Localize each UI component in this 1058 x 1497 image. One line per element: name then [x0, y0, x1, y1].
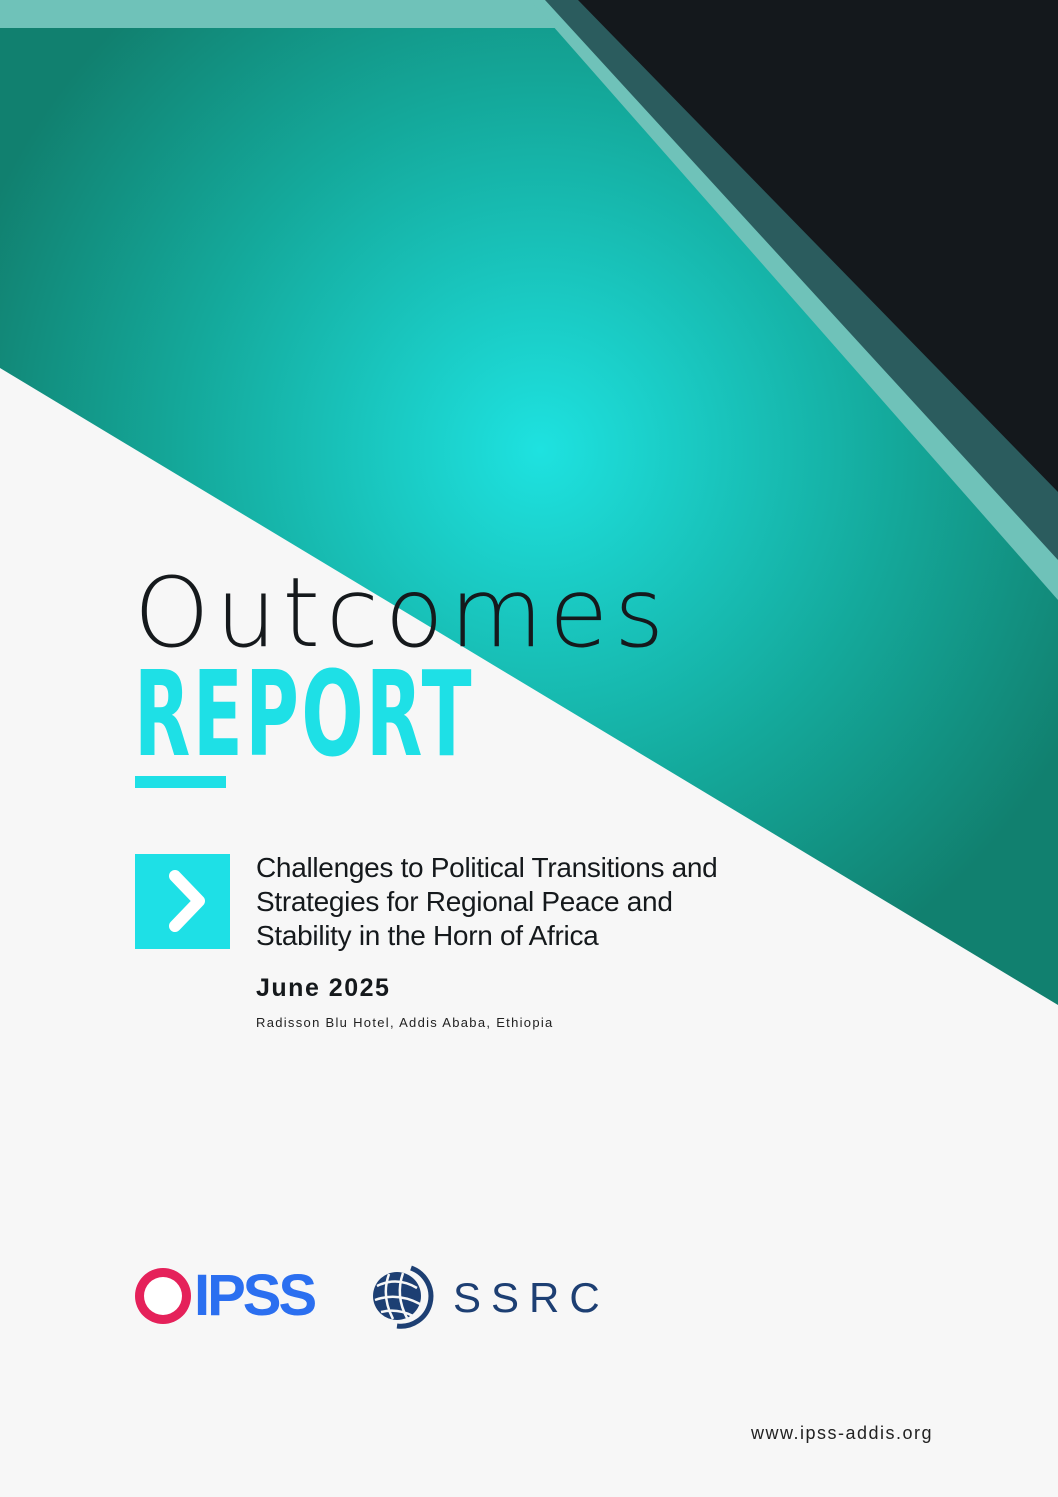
- heading-report: REPORT: [134, 645, 474, 783]
- website-url[interactable]: www.ipss-addis.org: [751, 1423, 934, 1443]
- report-date: June 2025: [256, 974, 391, 1002]
- ssrc-logo-text: SSRC: [453, 1274, 610, 1321]
- report-venue: Radisson Blu Hotel, Addis Ababa, Ethiopi…: [256, 1015, 554, 1030]
- addis-ababa-university-seal-logo: [135, 1268, 191, 1324]
- chevron-right-icon: [169, 870, 205, 932]
- heading-outcomes: Outcomes: [134, 557, 671, 669]
- ssrc-globe-icon: [373, 1265, 434, 1329]
- report-title: Challenges to Political Transitions and …: [256, 852, 718, 951]
- chevron-box: [135, 854, 230, 949]
- dark-corner: [578, 0, 1058, 492]
- accent-underline: [135, 776, 226, 788]
- ipss-logo-text: IPSS: [194, 1263, 317, 1328]
- top-light-band: [0, 0, 560, 28]
